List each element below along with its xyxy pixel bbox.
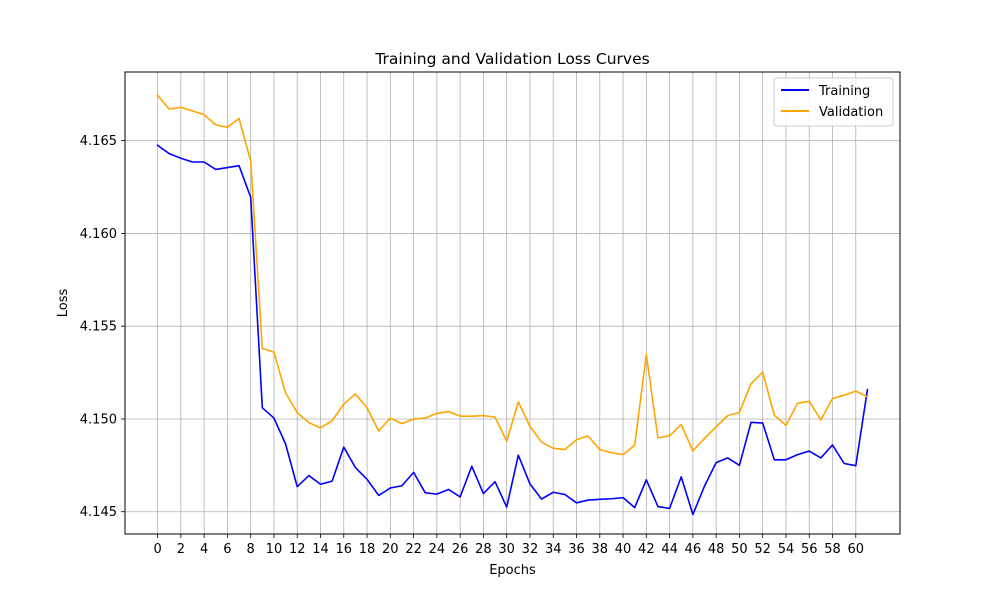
x-tick-label: 18	[359, 542, 376, 557]
x-tick-label: 8	[247, 542, 255, 557]
x-tick-label: 42	[638, 542, 655, 557]
x-tick-label: 2	[177, 542, 185, 557]
x-tick-label: 60	[848, 542, 865, 557]
x-tick-label: 30	[498, 542, 515, 557]
x-tick-label: 26	[452, 542, 469, 557]
x-axis: 0 2 4 6 8 10 12 14 16 18 20 22 24 26 28 30 32 34 36 38 40 42 4…	[153, 534, 864, 557]
x-tick-label: 6	[223, 542, 231, 557]
series-lines	[156, 94, 869, 516]
x-tick-label: 14	[312, 542, 329, 557]
series-line-training	[156, 144, 869, 516]
x-tick-label: 0	[153, 542, 161, 557]
y-axis-label: Loss	[56, 289, 71, 318]
legend-label-training: Training	[818, 84, 870, 99]
x-tick-label: 46	[685, 542, 702, 557]
x-tick-label: 56	[801, 542, 818, 557]
y-tick-label: 4.160	[80, 227, 117, 242]
x-tick-label: 16	[335, 542, 352, 557]
chart-title: Training and Validation Loss Curves	[374, 50, 649, 68]
x-tick-label: 34	[545, 542, 562, 557]
x-tick-label: 28	[475, 542, 492, 557]
x-tick-label: 58	[824, 542, 841, 557]
x-tick-label: 52	[754, 542, 771, 557]
x-tick-label: 32	[522, 542, 539, 557]
y-tick-label: 4.165	[80, 134, 117, 149]
x-tick-label: 54	[778, 542, 795, 557]
grid	[125, 72, 900, 534]
x-tick-label: 36	[568, 542, 585, 557]
x-tick-label: 48	[708, 542, 725, 557]
x-tick-label: 24	[429, 542, 446, 557]
plot-frame	[124, 71, 901, 535]
x-tick-label: 20	[382, 542, 399, 557]
x-tick-label: 40	[615, 542, 632, 557]
x-tick-label: 22	[405, 542, 422, 557]
x-axis-label: Epochs	[489, 563, 536, 578]
y-tick-label: 4.155	[80, 320, 117, 335]
x-tick-label: 10	[266, 542, 283, 557]
x-tick-label: 4	[200, 542, 208, 557]
legend-label-validation: Validation	[819, 105, 883, 120]
x-tick-label: 12	[289, 542, 306, 557]
x-tick-label: 44	[661, 542, 678, 557]
y-tick-label: 4.145	[80, 505, 117, 520]
y-axis: 4.145 4.150 4.155 4.160 4.165	[80, 134, 125, 520]
x-tick-label: 38	[592, 542, 609, 557]
y-tick-label: 4.150	[80, 412, 117, 427]
series-line-validation	[156, 94, 869, 456]
x-tick-label: 50	[731, 542, 748, 557]
legend: Training Validation	[773, 77, 894, 127]
